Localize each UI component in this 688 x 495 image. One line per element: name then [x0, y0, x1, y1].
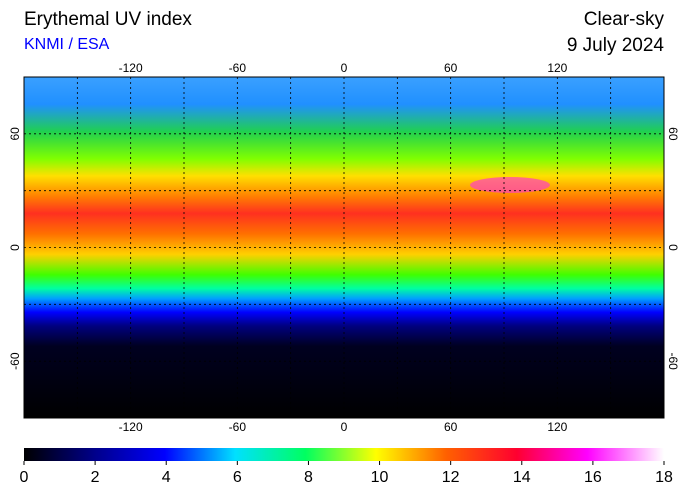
- colorbar-tick-label: 2: [91, 469, 100, 486]
- date: 9 July 2024: [567, 35, 665, 56]
- condition: Clear-sky: [584, 9, 665, 30]
- lat-tick-label: 60: [666, 127, 680, 141]
- lon-tick-label: -60: [229, 420, 247, 434]
- colorbar-tick-label: 10: [371, 469, 389, 486]
- colorbar-tick-label: 6: [233, 469, 242, 486]
- lat-tick-label: 60: [8, 127, 22, 141]
- lon-tick-label: 120: [547, 61, 567, 75]
- lon-tick-label: -120: [119, 61, 143, 75]
- lon-tick-label: 60: [444, 61, 458, 75]
- colorbar-tick-label: 14: [513, 469, 531, 486]
- lon-tick-label: -120: [119, 420, 143, 434]
- lat-tick-label: -60: [666, 352, 680, 370]
- colorbar-tick-label: 16: [584, 469, 602, 486]
- lat-tick-label: -60: [8, 352, 22, 370]
- colorbar-tick-label: 0: [20, 469, 29, 486]
- colorbar: [24, 448, 664, 461]
- colorbar-tick-label: 12: [442, 469, 460, 486]
- lon-tick-label: 0: [341, 61, 348, 75]
- lon-tick-label: -60: [229, 61, 247, 75]
- colorbar-tick-label: 4: [162, 469, 171, 486]
- lon-tick-label: 0: [341, 420, 348, 434]
- lat-tick-label: 0: [8, 244, 22, 251]
- source: KNMI / ESA: [24, 36, 110, 53]
- lon-tick-label: 60: [444, 420, 458, 434]
- title: Erythemal UV index: [24, 9, 192, 30]
- lat-tick-label: 0: [666, 244, 680, 251]
- colorbar-tick-label: 18: [655, 469, 673, 486]
- uv-hotspot: [470, 177, 550, 193]
- lon-tick-label: 120: [547, 420, 567, 434]
- colorbar-tick-label: 8: [304, 469, 313, 486]
